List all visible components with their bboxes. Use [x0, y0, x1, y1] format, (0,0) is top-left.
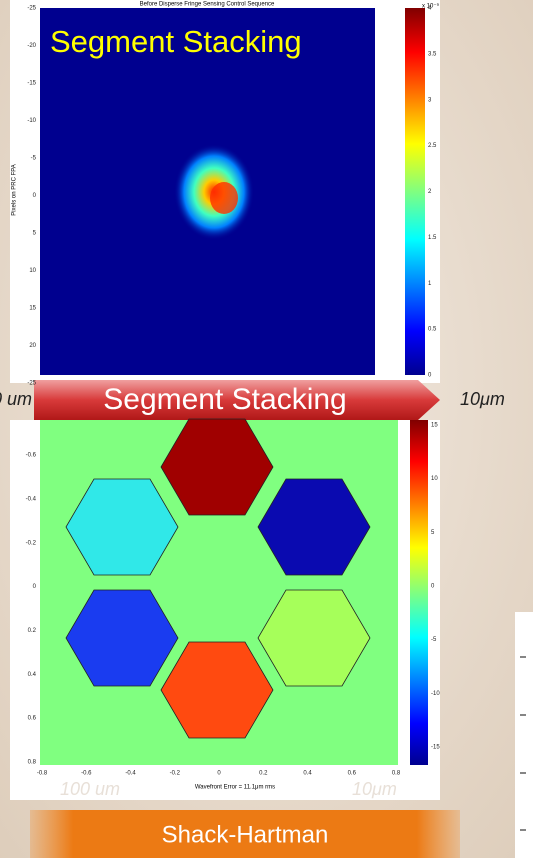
plot-title: Before Disperse Fringe Sensing Control S… — [140, 2, 275, 8]
right-note: 10μm — [352, 779, 397, 799]
y-tick-label: 0.4 — [28, 672, 37, 678]
y-tick-label: -10 — [27, 118, 36, 124]
x-tick-label: 0.6 — [348, 771, 357, 777]
cropped-panel — [515, 612, 533, 858]
colorbar-tick-label: 0.5 — [428, 327, 437, 333]
y-tick-label: -0.2 — [26, 540, 37, 546]
x-tick-label: 0.2 — [259, 771, 268, 777]
y-tick-label: -25 — [27, 381, 36, 387]
banner-label: Segment Stacking — [103, 383, 346, 416]
overlay-label: Segment Stacking — [50, 24, 302, 59]
colorbar-tick-label: -10 — [431, 691, 440, 697]
colorbar-tick-label: 15 — [431, 423, 438, 429]
x-tick-label: -0.4 — [125, 771, 136, 777]
colorbar — [410, 420, 428, 765]
page: Before Disperse Fringe Sensing Control S… — [0, 0, 533, 858]
colorbar — [405, 8, 425, 375]
colorbar-tick-label: -5 — [431, 637, 437, 643]
slide: Before Disperse Fringe Sensing Control S… — [0, 0, 533, 858]
x-tick-label: -0.6 — [81, 771, 92, 777]
colorbar-tick-label: -15 — [431, 745, 440, 751]
colorbar-tick-label: 10 — [431, 476, 438, 482]
footer-label: Shack-Hartman — [162, 821, 329, 848]
y-tick-label: 15 — [29, 306, 36, 312]
x-tick-label: -0.8 — [37, 771, 48, 777]
colorbar-tick-label: 1.5 — [428, 235, 437, 241]
x-tick-label: 0.8 — [392, 771, 401, 777]
y-axis-label: Pixels on PRC FPA — [12, 164, 18, 216]
banner-left-note: 10 um — [0, 389, 32, 409]
banner-right-note: 10μm — [460, 389, 505, 409]
y-tick-label: -20 — [27, 43, 36, 49]
y-tick-label: -0.6 — [26, 453, 37, 459]
y-tick-label: -5 — [31, 156, 37, 162]
y-tick-label: 20 — [29, 343, 36, 349]
y-tick-label: 0.8 — [28, 760, 37, 766]
x-tick-label: 0.4 — [303, 771, 312, 777]
y-tick-label: -25 — [27, 6, 36, 12]
x-tick-label: -0.2 — [170, 771, 181, 777]
colorbar-tick-label: 2.5 — [428, 143, 437, 149]
y-tick-label: 0.2 — [28, 628, 37, 634]
psf-core — [210, 182, 238, 214]
y-tick-label: -0.4 — [26, 496, 37, 502]
colorbar-tick-label: 3.5 — [428, 51, 437, 57]
y-tick-label: 10 — [29, 268, 36, 274]
y-tick-label: 0.6 — [28, 716, 37, 722]
left-note: 100 um — [60, 779, 120, 799]
y-tick-label: -15 — [27, 81, 36, 87]
x-axis-label: Wavefront Error = 11.1μm rms — [195, 785, 275, 791]
